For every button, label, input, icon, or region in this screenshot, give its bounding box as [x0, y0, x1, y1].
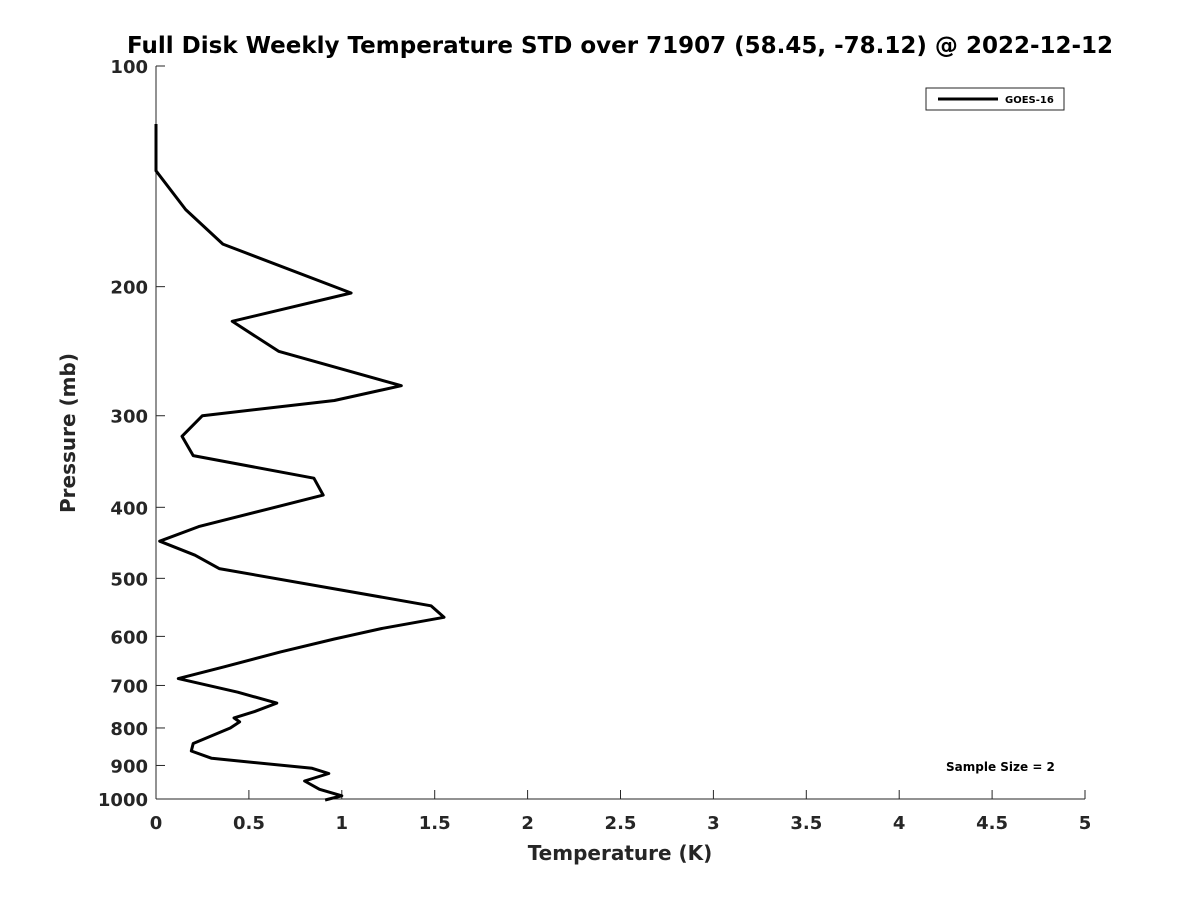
legend: GOES-16: [925, 87, 1065, 111]
y-tick-label: 100: [110, 57, 148, 78]
y-tick-label: 300: [110, 407, 148, 428]
y-tick-label: 800: [110, 719, 148, 740]
legend-label-goes-16: GOES-16: [1005, 95, 1054, 106]
axes: 0 0.5 1 1.5 2 2.5 3 3.5 4 4.5 5 100 200 300 400 500 600 7…: [98, 57, 1091, 834]
x-tick-label: 0: [150, 813, 163, 834]
series-line-goes-16: [154, 124, 446, 802]
x-tick-label: 2.5: [605, 813, 637, 834]
x-tick-label: 4.5: [976, 813, 1008, 834]
x-tick-label: 4: [893, 813, 906, 834]
x-tick-label: 2: [521, 813, 534, 834]
x-tick-label: 5: [1079, 813, 1092, 834]
y-tick-label: 600: [110, 627, 148, 648]
x-axis-label: Temperature (K): [528, 841, 713, 865]
y-tick-label: 900: [110, 756, 148, 777]
x-tick-label: 1.5: [419, 813, 451, 834]
y-tick-label: 200: [110, 278, 148, 299]
x-tick-label: 0.5: [233, 813, 265, 834]
sample-size-annotation: Sample Size = 2: [946, 760, 1055, 774]
chart-title: Full Disk Weekly Temperature STD over 71…: [127, 33, 1113, 59]
x-tick-label: 1: [336, 813, 349, 834]
y-tick-label: 400: [110, 498, 148, 519]
y-tick-label: 700: [110, 676, 148, 697]
x-tick-label: 3: [707, 813, 720, 834]
y-tick-label: 1000: [98, 790, 148, 811]
y-tick-label: 500: [110, 569, 148, 590]
x-tick-label: 3.5: [790, 813, 822, 834]
plot-area: [154, 124, 446, 802]
y-axis-label: Pressure (mb): [56, 353, 80, 513]
